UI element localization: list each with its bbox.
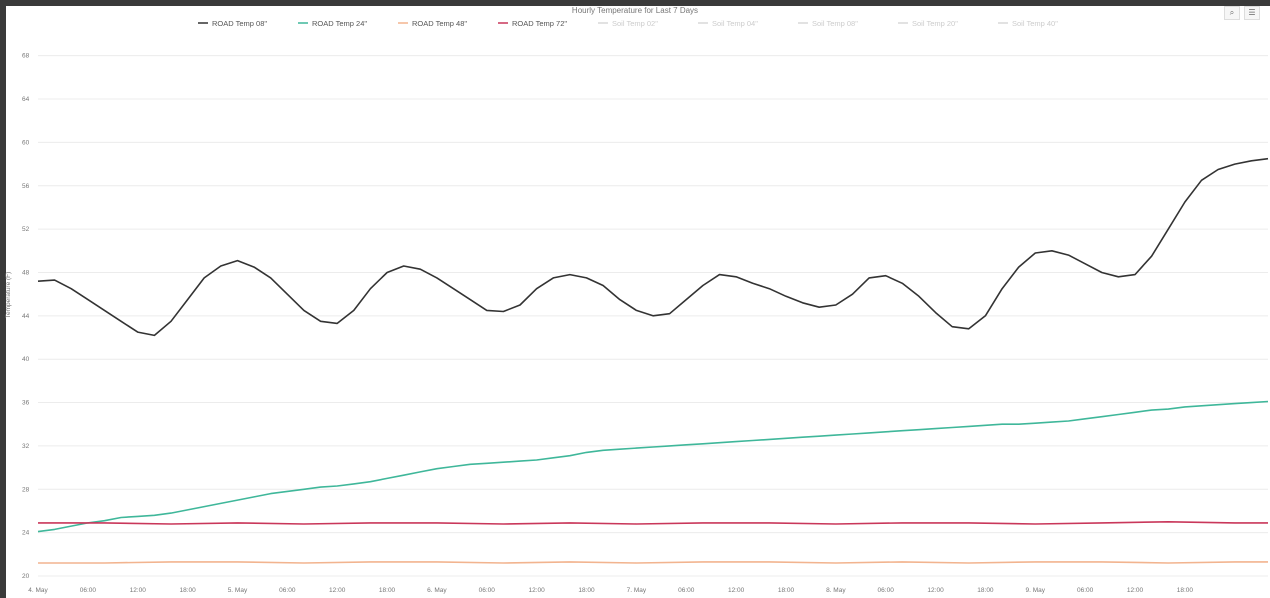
magnifier-icon[interactable]: ⌕ [1224,6,1240,20]
menu-icon[interactable]: ☰ [1244,6,1260,20]
x-tick-label: 12:00 [529,587,546,594]
x-tick-label: 4. May [28,587,48,594]
x-tick-label: 06:00 [1077,587,1094,594]
series-line [38,561,1268,564]
y-tick-label: 52 [22,226,30,233]
window-top-border [0,0,1270,6]
x-tick-label: 18:00 [1177,587,1194,594]
y-tick-label: 56 [22,183,30,190]
y-axis-label: Temperature (F) [5,272,12,319]
legend-item[interactable]: ROAD Temp 24" [312,19,367,28]
x-tick-label: 18:00 [379,587,396,594]
x-tick-label: 18:00 [778,587,795,594]
x-tick-label: 12:00 [927,587,944,594]
y-tick-label: 40 [22,356,30,363]
x-tick-label: 06:00 [678,587,695,594]
y-tick-label: 68 [22,53,30,60]
x-tick-label: 06:00 [80,587,97,594]
y-tick-label: 20 [22,573,30,580]
x-tick-label: 12:00 [728,587,745,594]
legend-item[interactable]: ROAD Temp 08" [212,19,267,28]
y-tick-label: 24 [22,530,30,537]
x-tick-label: 18:00 [578,587,595,594]
x-tick-label: 06:00 [479,587,496,594]
x-tick-label: 18:00 [179,587,196,594]
legend-item[interactable]: ROAD Temp 72" [512,19,567,28]
series-line [37,157,1269,337]
chart-toolbar: ⌕ ☰ [1224,6,1260,20]
legend-item[interactable]: Soil Temp 04" [712,19,758,28]
y-tick-label: 60 [22,139,30,146]
legend-item[interactable]: Soil Temp 02" [612,19,658,28]
y-tick-label: 36 [22,400,30,407]
y-tick-label: 48 [22,269,30,276]
x-tick-label: 12:00 [329,587,346,594]
x-tick-label: 12:00 [130,587,147,594]
x-tick-label: 18:00 [977,587,994,594]
y-tick-label: 32 [22,443,30,450]
x-tick-label: 6. May [427,587,447,594]
y-tick-label: 44 [22,313,30,320]
legend-item[interactable]: Soil Temp 40" [1012,19,1058,28]
x-tick-label: 9. May [1026,587,1046,594]
series-line [38,521,1268,525]
x-tick-label: 06:00 [878,587,895,594]
legend-item[interactable]: Soil Temp 20" [912,19,958,28]
x-tick-label: 5. May [228,587,248,594]
x-tick-label: 12:00 [1127,587,1144,594]
window-left-border [0,0,6,598]
series-line [37,400,1269,533]
legend-item[interactable]: Soil Temp 08" [812,19,858,28]
x-tick-label: 06:00 [279,587,296,594]
y-tick-label: 28 [22,486,30,493]
y-tick-label: 64 [22,96,30,103]
legend-item[interactable]: ROAD Temp 48" [412,19,467,28]
x-tick-label: 7. May [627,587,647,594]
x-tick-label: 8. May [826,587,846,594]
chart-title: Hourly Temperature for Last 7 Days [571,6,699,15]
